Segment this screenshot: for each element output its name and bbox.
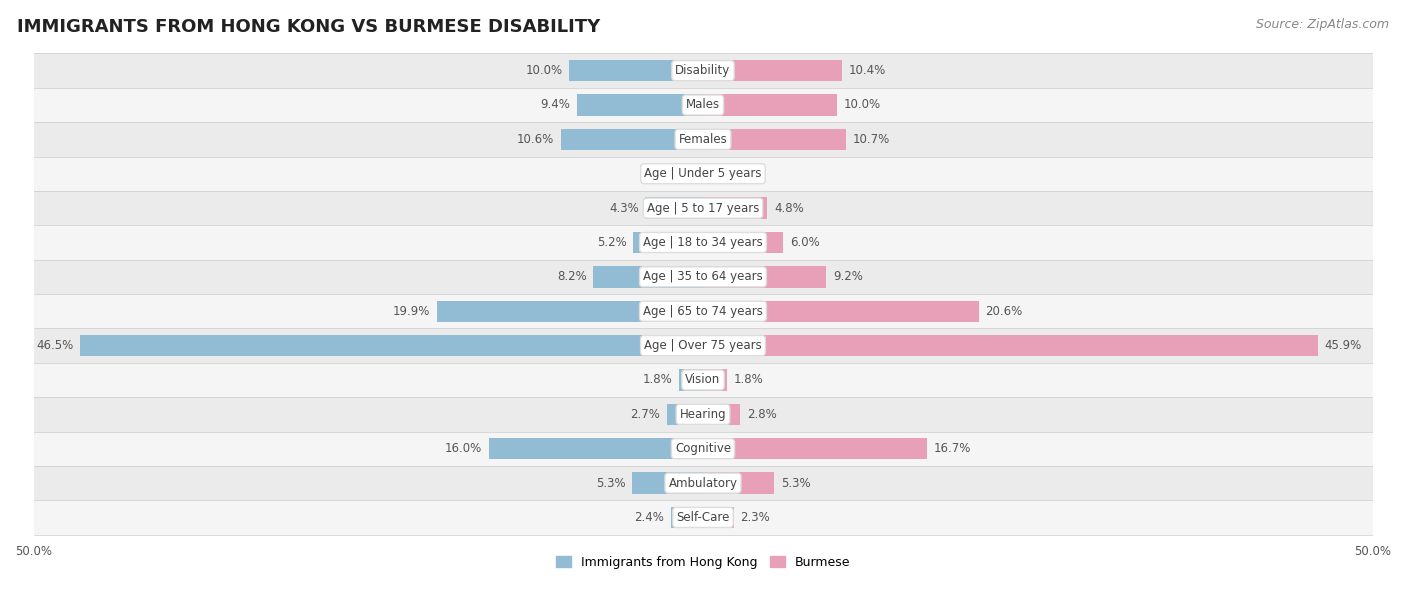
Text: Age | 35 to 64 years: Age | 35 to 64 years xyxy=(643,271,763,283)
Text: Age | 18 to 34 years: Age | 18 to 34 years xyxy=(643,236,763,249)
Bar xyxy=(666,404,703,425)
Bar xyxy=(679,369,703,390)
Bar xyxy=(34,397,1372,431)
Text: Self-Care: Self-Care xyxy=(676,511,730,524)
Bar xyxy=(34,329,1372,363)
Text: 6.0%: 6.0% xyxy=(790,236,820,249)
Bar xyxy=(703,300,979,322)
Text: 4.3%: 4.3% xyxy=(609,201,638,215)
Text: 1.8%: 1.8% xyxy=(643,373,672,386)
Text: 46.5%: 46.5% xyxy=(37,339,73,352)
Text: Vision: Vision xyxy=(685,373,721,386)
Bar xyxy=(703,129,846,150)
Bar xyxy=(703,60,842,81)
Bar xyxy=(703,232,783,253)
Text: 9.4%: 9.4% xyxy=(540,99,571,111)
Bar xyxy=(34,157,1372,191)
Text: Hearing: Hearing xyxy=(679,408,727,421)
Text: Source: ZipAtlas.com: Source: ZipAtlas.com xyxy=(1256,18,1389,31)
Text: 19.9%: 19.9% xyxy=(392,305,430,318)
Bar xyxy=(34,53,1372,88)
Text: 10.4%: 10.4% xyxy=(849,64,886,77)
Text: 10.0%: 10.0% xyxy=(844,99,880,111)
Bar xyxy=(436,300,703,322)
Text: 10.7%: 10.7% xyxy=(853,133,890,146)
Bar xyxy=(80,335,703,356)
Bar xyxy=(633,472,703,494)
Text: Age | Over 75 years: Age | Over 75 years xyxy=(644,339,762,352)
Bar xyxy=(576,94,703,116)
Text: Age | 5 to 17 years: Age | 5 to 17 years xyxy=(647,201,759,215)
Text: 2.8%: 2.8% xyxy=(747,408,778,421)
Text: 4.8%: 4.8% xyxy=(773,201,804,215)
Bar xyxy=(34,431,1372,466)
Bar xyxy=(703,404,741,425)
Text: 1.1%: 1.1% xyxy=(724,167,754,181)
Bar xyxy=(690,163,703,184)
Bar xyxy=(703,507,734,528)
Bar xyxy=(703,438,927,460)
Text: 2.7%: 2.7% xyxy=(630,408,661,421)
Bar xyxy=(34,259,1372,294)
Text: 5.3%: 5.3% xyxy=(780,477,810,490)
Text: Ambulatory: Ambulatory xyxy=(668,477,738,490)
Bar xyxy=(489,438,703,460)
Bar xyxy=(645,198,703,218)
Text: 8.2%: 8.2% xyxy=(557,271,586,283)
Bar xyxy=(703,472,773,494)
Bar xyxy=(703,94,837,116)
Bar xyxy=(703,369,727,390)
Bar xyxy=(34,122,1372,157)
Bar xyxy=(34,294,1372,329)
Text: 10.6%: 10.6% xyxy=(517,133,554,146)
Text: 45.9%: 45.9% xyxy=(1324,339,1361,352)
Bar xyxy=(703,335,1317,356)
Text: 0.95%: 0.95% xyxy=(647,167,683,181)
Bar xyxy=(703,163,717,184)
Bar xyxy=(34,500,1372,535)
Text: 16.7%: 16.7% xyxy=(934,442,970,455)
Text: 10.0%: 10.0% xyxy=(526,64,562,77)
Bar xyxy=(561,129,703,150)
Text: 5.3%: 5.3% xyxy=(596,477,626,490)
Text: 20.6%: 20.6% xyxy=(986,305,1022,318)
Bar xyxy=(633,232,703,253)
Bar xyxy=(703,266,827,288)
Bar xyxy=(34,466,1372,500)
Bar xyxy=(34,191,1372,225)
Text: Age | 65 to 74 years: Age | 65 to 74 years xyxy=(643,305,763,318)
Text: Females: Females xyxy=(679,133,727,146)
Text: 9.2%: 9.2% xyxy=(832,271,863,283)
Text: 5.2%: 5.2% xyxy=(598,236,627,249)
Bar xyxy=(593,266,703,288)
Bar xyxy=(34,363,1372,397)
Text: Age | Under 5 years: Age | Under 5 years xyxy=(644,167,762,181)
Text: 1.8%: 1.8% xyxy=(734,373,763,386)
Text: Disability: Disability xyxy=(675,64,731,77)
Bar xyxy=(34,88,1372,122)
Bar xyxy=(569,60,703,81)
Text: 2.4%: 2.4% xyxy=(634,511,664,524)
Bar xyxy=(703,198,768,218)
Text: 2.3%: 2.3% xyxy=(741,511,770,524)
Legend: Immigrants from Hong Kong, Burmese: Immigrants from Hong Kong, Burmese xyxy=(551,551,855,573)
Bar xyxy=(34,225,1372,259)
Bar xyxy=(671,507,703,528)
Text: 16.0%: 16.0% xyxy=(444,442,482,455)
Text: Cognitive: Cognitive xyxy=(675,442,731,455)
Text: IMMIGRANTS FROM HONG KONG VS BURMESE DISABILITY: IMMIGRANTS FROM HONG KONG VS BURMESE DIS… xyxy=(17,18,600,36)
Text: Males: Males xyxy=(686,99,720,111)
